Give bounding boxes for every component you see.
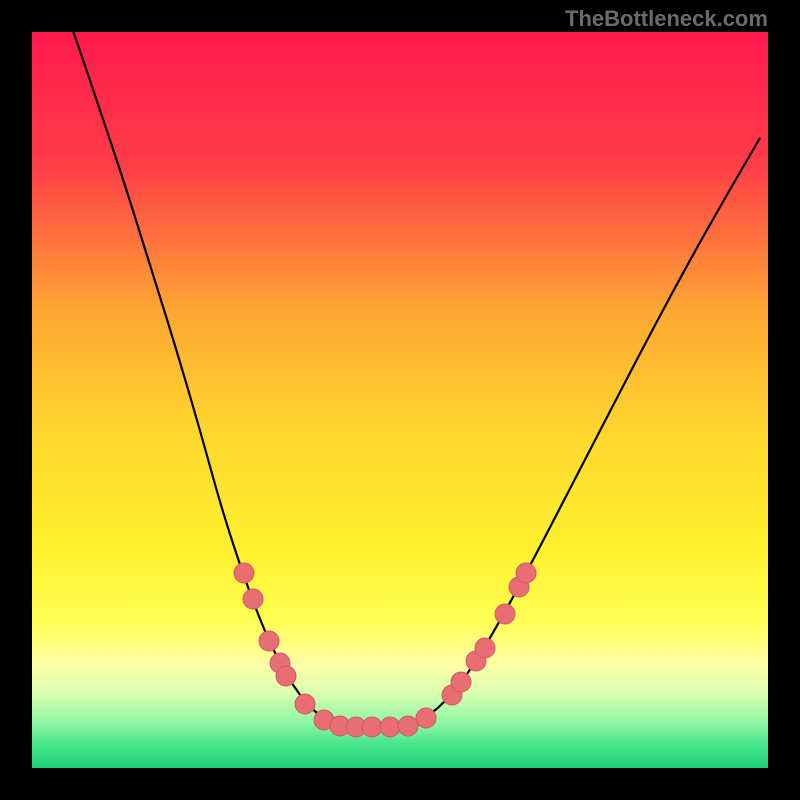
marker-point bbox=[259, 631, 279, 651]
marker-point bbox=[495, 604, 515, 624]
marker-point bbox=[516, 563, 536, 583]
marker-point bbox=[380, 717, 400, 737]
marker-point bbox=[398, 716, 418, 736]
marker-point bbox=[362, 717, 382, 737]
marker-point bbox=[295, 694, 315, 714]
marker-point bbox=[451, 672, 471, 692]
marker-point bbox=[276, 666, 296, 686]
bottleneck-chart bbox=[0, 0, 800, 800]
plot-background bbox=[32, 32, 768, 768]
marker-point bbox=[416, 708, 436, 728]
marker-point bbox=[234, 563, 254, 583]
marker-point bbox=[243, 589, 263, 609]
chart-container: TheBottleneck.com bbox=[0, 0, 800, 800]
marker-point bbox=[475, 638, 495, 658]
